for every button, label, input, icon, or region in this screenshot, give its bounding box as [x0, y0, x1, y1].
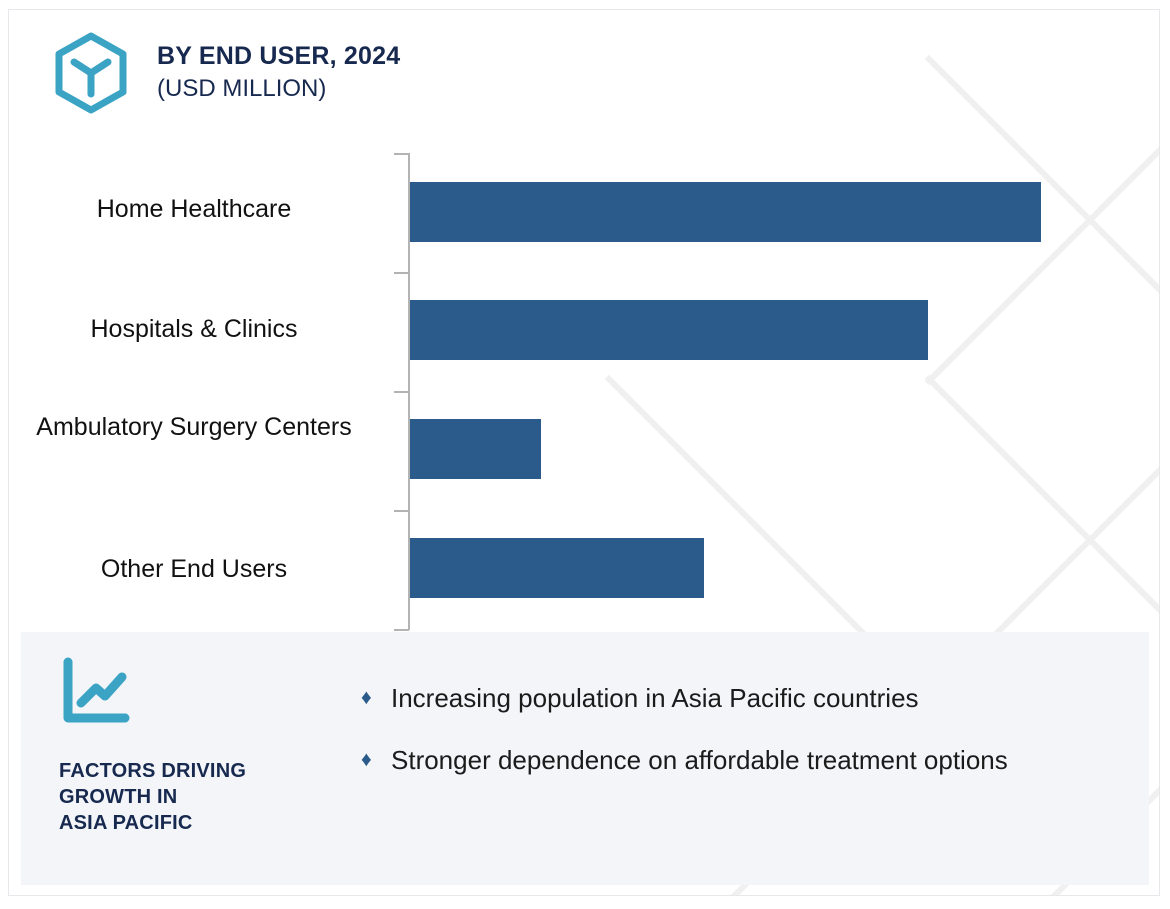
factors-heading-line-3: ASIA PACIFIC: [59, 812, 193, 834]
factor-text-0: Increasing population in Asia Pacific co…: [391, 683, 919, 713]
y-axis-tick-3: [394, 510, 409, 512]
page-title: BY END USER, 2024: [157, 42, 401, 70]
chart-card: BY END USER, 2024 (USD MILLION) Home Hea…: [8, 9, 1160, 896]
bar-other-end-users[interactable]: [410, 538, 704, 598]
list-item: ♦ Increasing population in Asia Pacific …: [361, 680, 1121, 716]
factors-heading-line-1: FACTORS DRIVING: [59, 760, 247, 782]
y-axis-label-0: Home Healthcare: [96, 195, 292, 223]
diamond-bullet-icon: ♦: [361, 686, 372, 709]
y-axis-tick-0: [394, 153, 409, 155]
bar-ambulatory-surgery-centers[interactable]: [410, 419, 541, 479]
y-axis-tick-1: [394, 272, 409, 274]
page-subtitle: (USD MILLION): [157, 75, 327, 102]
line-chart-icon: [59, 656, 133, 728]
factors-heading-line-2: GROWTH IN: [59, 786, 178, 808]
factors-panel: FACTORS DRIVING GROWTH IN ASIA PACIFIC ♦…: [21, 632, 1149, 885]
y-axis-label-1: Hospitals & Clinics: [90, 315, 298, 343]
factor-text-1: Stronger dependence on affordable treatm…: [391, 745, 1008, 775]
bar-home-healthcare[interactable]: [410, 182, 1041, 242]
y-axis-tick-4: [394, 629, 409, 631]
list-item: ♦ Stronger dependence on affordable trea…: [361, 742, 1121, 778]
factors-bullet-list: ♦ Increasing population in Asia Pacific …: [361, 680, 1121, 804]
title-block: BY END USER, 2024 (USD MILLION): [157, 40, 400, 105]
bar-chart: Home Healthcare Hospitals & Clinics Ambu…: [9, 140, 1159, 632]
y-axis-category-labels: Home Healthcare Hospitals & Clinics Ambu…: [9, 140, 393, 632]
chart-header: BY END USER, 2024 (USD MILLION): [9, 10, 1159, 140]
bar-series: [410, 140, 1159, 632]
y-axis-label-3: Other End Users: [100, 555, 288, 583]
y-axis-label-2: Ambulatory Surgery Centers: [36, 413, 352, 441]
y-axis-tick-2: [394, 391, 409, 393]
y-axis-spine: [408, 153, 410, 630]
diamond-bullet-icon: ♦: [361, 748, 372, 771]
hexagon-cube-icon: [53, 32, 129, 114]
factors-heading: FACTORS DRIVING GROWTH IN ASIA PACIFIC: [59, 758, 359, 836]
bar-hospitals-clinics[interactable]: [410, 300, 929, 360]
